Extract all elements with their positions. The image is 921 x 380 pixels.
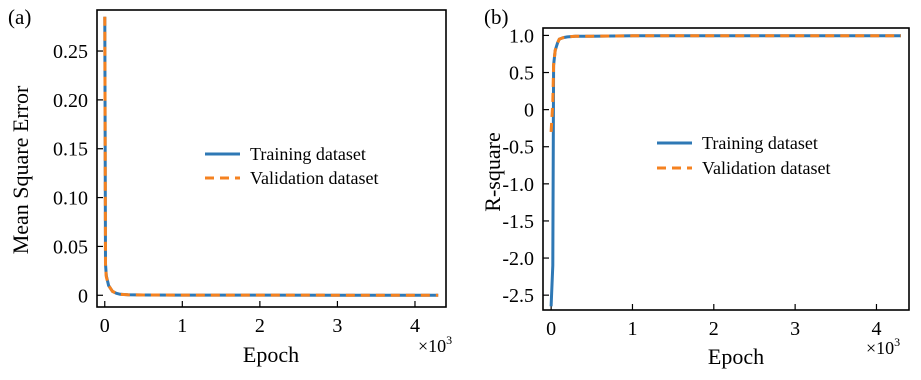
x-axis-label: Epoch [243,342,299,367]
panel-label: (a) [8,5,31,29]
y-tick-label: 0 [524,100,534,122]
series-line-validation [549,34,901,132]
axis-ticks: 0 1 2 3 4 0 0.05 0.10 0.15 0.20 0.25 [53,41,420,337]
panel-label: (b) [484,5,509,29]
y-tick-label: -0.5 [502,137,534,159]
y-tick-label: 0.10 [53,188,88,210]
x-tick-label: 2 [255,315,265,337]
y-axis-label: R-square [480,132,505,211]
legend: Training dataset Validation dataset [205,144,378,188]
legend-label-validation: Validation dataset [702,158,830,178]
y-axis-label: Mean Square Error [8,85,33,254]
y-tick-label: 0.25 [53,41,88,63]
y-tick-label: -2.5 [502,285,534,307]
series-layer [103,16,439,297]
x-tick-label: 2 [709,318,719,340]
legend-label-training: Training dataset [250,144,366,164]
plot-frame [542,27,910,311]
legend-label-training: Training dataset [702,133,818,153]
series-line-validation [103,16,439,297]
legend-label-validation: Validation dataset [250,168,378,188]
y-tick-label: -1.5 [502,211,534,233]
y-tick-label: 0.05 [53,236,88,258]
y-tick-label: -1.0 [502,174,534,196]
x-tick-label: 0 [100,315,110,337]
panel-b: (b) R-square Epoch ×103 0 1 2 3 4 -2.5 -2.0 -1.… [480,5,910,369]
x-tick-label: 4 [410,315,420,337]
x-tick-label: 0 [546,318,556,340]
plot-frame [96,9,447,308]
x-axis-label: Epoch [708,344,764,369]
x-tick-label: 3 [790,318,800,340]
x-multiplier: ×103 [866,335,900,358]
panel-a: (a) Mean Square Error Epoch ×103 0 1 2 3 400… [8,5,452,367]
y-tick-label: 1.0 [509,25,534,47]
y-tick-label: 0.15 [53,139,88,161]
x-tick-label: 1 [177,315,187,337]
y-tick-label: 0.5 [509,63,534,85]
y-tick-label: 0 [78,285,88,307]
x-multiplier: ×103 [418,333,452,356]
y-tick-label: 0.20 [53,90,88,112]
legend: Training dataset Validation dataset [657,133,830,178]
y-tick-label: -2.0 [502,248,534,270]
axis-ticks: 0 1 2 3 4 -2.5 -2.0 -1.5 -1.0 -0.5 0 0.5 1.0 [502,25,881,340]
x-tick-label: 4 [871,318,881,340]
series-layer [549,34,901,307]
x-tick-label: 3 [332,315,342,337]
x-tick-label: 1 [627,318,637,340]
